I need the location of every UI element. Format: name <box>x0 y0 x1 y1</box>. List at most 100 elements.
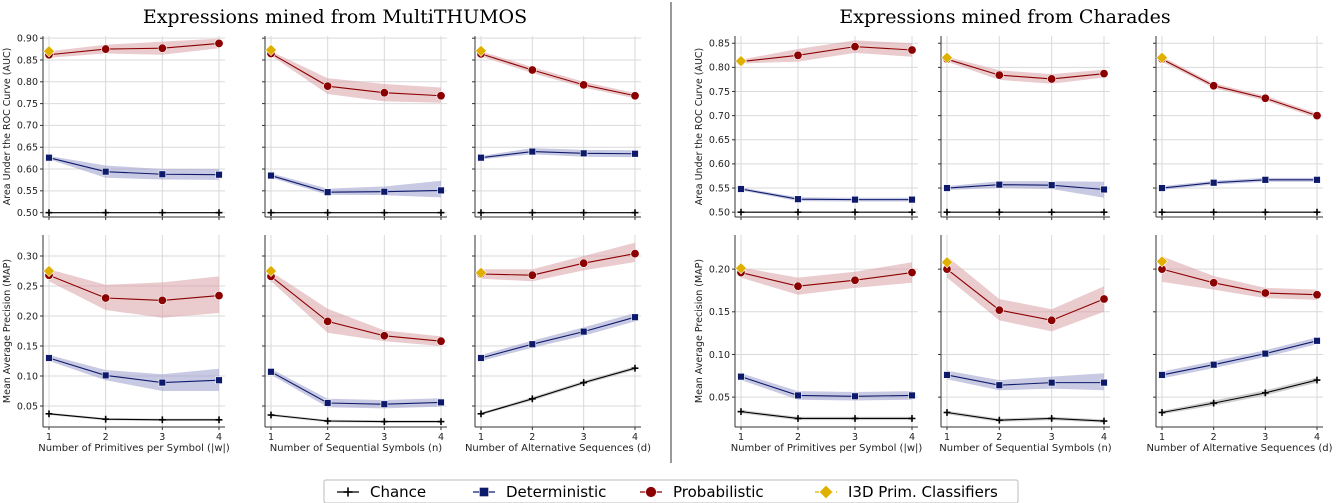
point-chance <box>324 417 332 425</box>
band-probabilistic <box>481 51 635 99</box>
point-chance <box>580 209 588 217</box>
point-probabilistic <box>1099 294 1109 304</box>
x-tick-label: 4 <box>1101 432 1107 443</box>
point-chance <box>580 379 588 386</box>
line-deterministic <box>480 151 636 159</box>
y-tick-label: 0.50 <box>17 208 38 219</box>
line-deterministic <box>480 316 636 359</box>
point-chance <box>102 415 110 423</box>
line-deterministic <box>48 157 220 176</box>
x-tick-label: 4 <box>438 432 444 443</box>
point-deterministic <box>215 376 223 384</box>
panel-multithumos-auc-number-of-primitives-per-symbol-w: 0.50 0.55 0.60 0.65 0.70 0.75 0.80 0.85 0.90 Area… <box>2 33 225 220</box>
point-deterministic <box>579 149 588 158</box>
x-axis-label: Number of Primitives per Symbol (|w|) <box>731 443 923 454</box>
band-deterministic <box>481 148 635 160</box>
point-chance <box>631 209 639 217</box>
point-deterministic <box>631 150 639 158</box>
point-chance <box>267 209 275 217</box>
legend-label: I3D Prim. Classifiers <box>848 483 998 501</box>
x-tick-label: 1 <box>46 432 52 443</box>
panel-charades-auc-number-of-primitives-per-symbol-w: 0.50 0.55 0.60 0.65 0.70 0.75 0.80 0.85 Area Und… <box>694 36 918 220</box>
x-axis-label: Number of Alternative Sequences (d) <box>1146 443 1332 454</box>
point-chance <box>1313 208 1321 216</box>
band-probabilistic <box>947 56 1104 84</box>
line-deterministic <box>48 357 220 384</box>
band-probabilistic <box>741 262 912 295</box>
point-deterministic <box>851 195 859 204</box>
legend: Chance Deterministic Probabilistic I3D Prim… <box>323 479 1019 503</box>
band-deterministic <box>49 355 219 391</box>
legend-label: Deterministic <box>506 483 606 501</box>
point-chance <box>908 415 916 422</box>
point-deterministic <box>437 398 445 407</box>
point-probabilistic <box>1312 111 1322 121</box>
point-deterministic <box>477 153 485 162</box>
line-deterministic <box>270 175 442 193</box>
point-probabilistic <box>1047 74 1057 84</box>
point-i3d-prim-classifiers <box>474 266 488 279</box>
point-deterministic <box>1100 185 1108 194</box>
x-tick-label: 3 <box>381 432 387 443</box>
legend-marker-i3d-prim-classifiers <box>818 484 834 500</box>
point-deterministic <box>908 391 916 400</box>
point-deterministic <box>1100 378 1108 387</box>
point-deterministic <box>631 313 639 321</box>
point-probabilistic <box>379 88 389 98</box>
band-deterministic <box>1162 177 1317 190</box>
point-probabilistic <box>214 291 224 301</box>
point-chance <box>215 209 223 217</box>
point-chance <box>943 208 951 216</box>
point-probabilistic <box>214 38 224 48</box>
line-chance <box>48 413 219 421</box>
y-tick-label: 0.90 <box>17 33 38 44</box>
point-chance <box>380 209 388 217</box>
y-axis-label: Mean Average Precision (MAP) <box>694 259 705 403</box>
point-i3d-prim-classifiers <box>264 43 278 56</box>
line-deterministic <box>740 188 912 201</box>
point-probabilistic <box>994 305 1004 315</box>
x-tick-label: 2 <box>103 432 109 443</box>
line-chance <box>946 411 1105 422</box>
point-deterministic <box>45 354 53 362</box>
point-probabilistic <box>1099 69 1109 79</box>
y-tick-label: 0.85 <box>17 55 38 66</box>
x-axis-label: Number of Sequential Symbols (n) <box>270 443 443 454</box>
point-chance <box>45 209 53 217</box>
point-chance <box>1210 208 1218 216</box>
point-i3d-prim-classifiers <box>42 264 56 278</box>
point-chance <box>1100 417 1108 425</box>
x-tick-label: 1 <box>944 432 950 443</box>
line-chance <box>1161 379 1318 414</box>
point-chance <box>1210 399 1218 407</box>
band-deterministic <box>741 187 912 202</box>
point-deterministic <box>1047 378 1056 387</box>
point-deterministic <box>267 171 275 180</box>
band-deterministic <box>481 313 635 361</box>
line-deterministic <box>270 371 442 405</box>
y-tick-label: 0.65 <box>709 135 730 146</box>
line-probabilistic <box>270 52 442 97</box>
x-tick-label: 1 <box>1159 432 1165 443</box>
x-tick-label: 3 <box>852 432 858 443</box>
point-i3d-prim-classifiers <box>474 44 488 57</box>
point-probabilistic <box>1209 81 1219 91</box>
point-chance <box>1158 208 1166 216</box>
y-tick-label: 0.55 <box>709 183 730 194</box>
point-chance <box>158 209 166 217</box>
y-axis-label: Mean Average Precision (MAP) <box>2 259 13 403</box>
y-tick-label: 0.60 <box>709 159 730 170</box>
line-probabilistic <box>480 253 636 276</box>
y-tick-label: 0.20 <box>709 264 730 275</box>
point-deterministic <box>528 147 537 156</box>
y-tick-label: 0.25 <box>17 281 38 292</box>
point-chance <box>215 416 223 424</box>
y-tick-label: 0.70 <box>17 121 38 132</box>
band-deterministic <box>1162 337 1317 379</box>
band-deterministic <box>271 368 441 409</box>
point-deterministic <box>101 371 110 380</box>
point-probabilistic <box>994 70 1004 80</box>
